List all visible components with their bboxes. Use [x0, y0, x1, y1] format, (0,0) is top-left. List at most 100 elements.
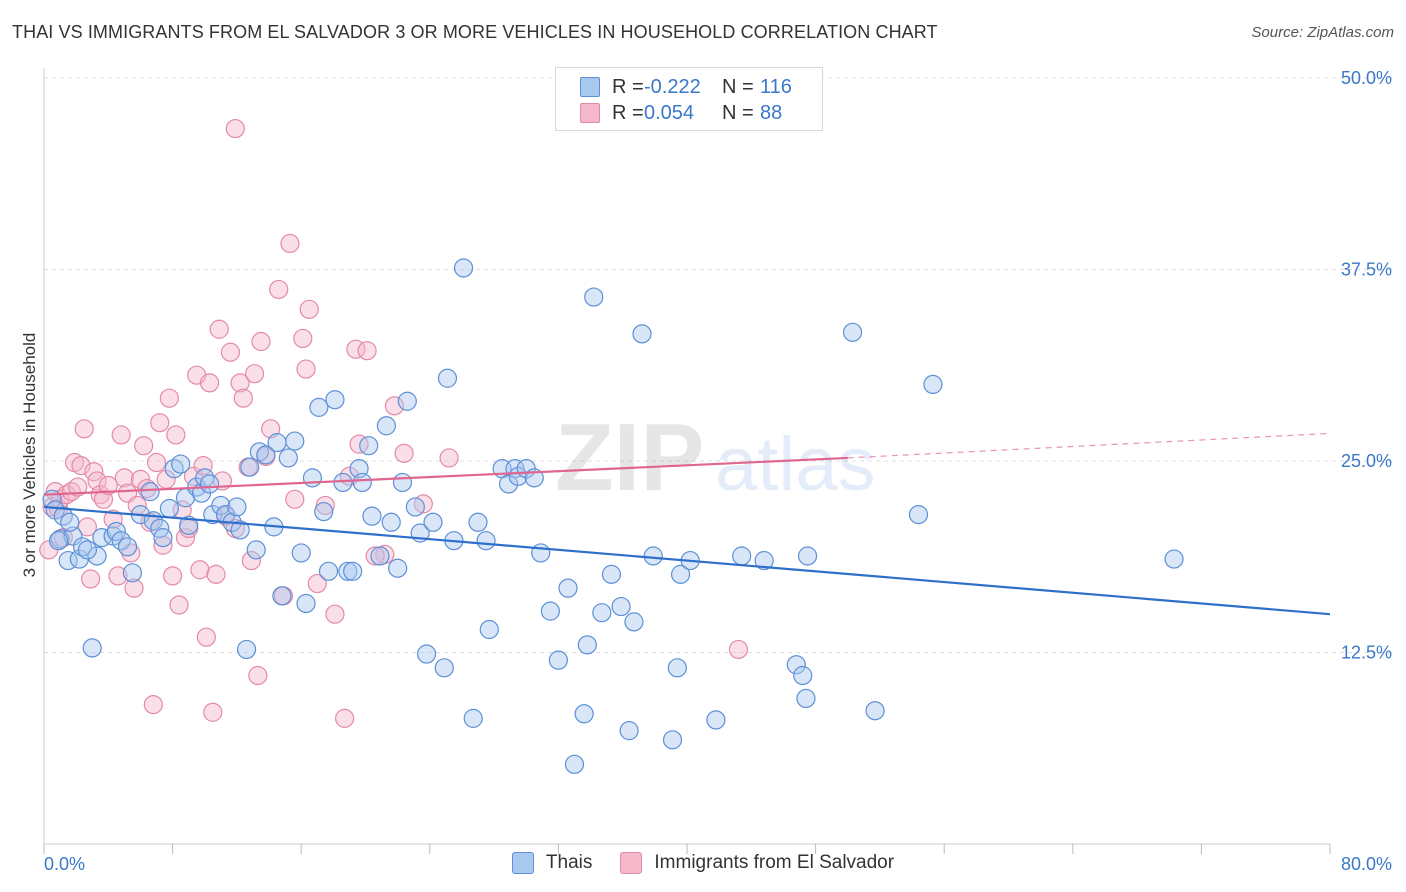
- thais-point: [434, 658, 454, 678]
- immigrants-point: [114, 468, 134, 488]
- thais-point: [370, 546, 390, 566]
- immigrants-point: [77, 517, 98, 537]
- thais-point: [230, 520, 250, 540]
- thais-point: [362, 506, 382, 526]
- immigrants-point: [81, 569, 101, 589]
- thais-point: [643, 546, 663, 566]
- thais-point: [667, 658, 687, 678]
- legend-r-value: -0.222: [644, 75, 701, 98]
- immigrants-point: [108, 566, 128, 586]
- legend-swatch-thais: [580, 77, 600, 97]
- immigrants-point: [199, 373, 220, 393]
- legend: R = -0.222 N = 116 R = 0.054 N = 88: [555, 67, 823, 131]
- thais-point: [159, 498, 179, 519]
- immigrants-point: [244, 364, 265, 384]
- thais-point: [352, 472, 372, 493]
- thais-point: [302, 468, 323, 488]
- thais-point: [296, 593, 316, 614]
- thais-point: [405, 497, 425, 517]
- thais-point: [318, 561, 339, 581]
- thais-point: [670, 564, 691, 584]
- legend-n-value: 88: [760, 101, 783, 124]
- immigrants-point: [280, 233, 300, 254]
- bottom-legend-immigrants[interactable]: Immigrants from El Salvador: [620, 852, 894, 874]
- thais-point: [601, 564, 622, 584]
- thais-point: [87, 546, 107, 566]
- thais-point: [706, 710, 726, 730]
- immigrants-trend-extension: [847, 432, 1331, 459]
- bottom-legend-label-thais: Thais: [545, 852, 593, 873]
- thais-point: [662, 730, 683, 750]
- thais-point: [793, 665, 813, 686]
- thais-point: [531, 543, 551, 563]
- chart-title: THAI VS IMMIGRANTS FROM EL SALVADOR 3 OR…: [12, 22, 938, 42]
- immigrants-point: [169, 595, 189, 615]
- thais-point: [786, 655, 806, 675]
- thais-point: [624, 612, 644, 632]
- axis-layer: 12.5% 25.0% 37.5% 50.0%: [43, 68, 1392, 854]
- immigrants-point: [230, 373, 250, 393]
- immigrants-point: [335, 708, 355, 728]
- source-label: Source:: [1251, 24, 1304, 41]
- immigrants-point: [307, 573, 327, 594]
- immigrants-point: [365, 546, 385, 566]
- y-tick-label: 37.5%: [1341, 260, 1392, 280]
- thais-point: [423, 512, 443, 532]
- thais-point: [1164, 549, 1184, 569]
- thais-point: [416, 644, 437, 664]
- immigrants-point: [74, 419, 94, 439]
- immigrants-point: [143, 694, 163, 715]
- thais-point: [60, 512, 80, 532]
- immigrants-point: [206, 564, 226, 584]
- legend-n-label: N =: [722, 75, 754, 98]
- immigrants-point: [163, 566, 183, 586]
- bottom-legend-label-immigrants: Immigrants from El Salvador: [654, 852, 895, 873]
- legend-r-label: R =: [612, 101, 644, 124]
- thais-point: [619, 721, 639, 741]
- thais-point: [397, 391, 417, 411]
- thais-point: [140, 482, 160, 502]
- bottom-legend-swatch-thais: [511, 852, 534, 874]
- immigrants-point: [299, 299, 319, 319]
- bottom-legend: Thais Immigrants from El Salvador: [0, 852, 1406, 874]
- thais-point: [314, 501, 334, 522]
- thais-point: [325, 390, 345, 410]
- watermark-zip: ZIP: [555, 404, 704, 511]
- trend-lines: [43, 432, 1331, 616]
- thais-point: [359, 436, 379, 456]
- thais-point: [558, 578, 578, 598]
- thais-point: [540, 601, 560, 621]
- thais-point: [338, 561, 358, 581]
- thais-point: [592, 603, 612, 623]
- thais-point: [908, 505, 929, 525]
- immigrants-point: [349, 434, 369, 454]
- thais-point: [199, 474, 220, 494]
- thais-point: [392, 472, 413, 493]
- immigrants-point: [146, 452, 167, 473]
- immigrants-point: [196, 627, 216, 647]
- immigrants-point: [315, 495, 335, 516]
- thais-point: [476, 531, 496, 551]
- thais-point: [577, 635, 597, 655]
- watermark: ZIP atlas: [555, 404, 876, 511]
- immigrants-point: [285, 489, 305, 509]
- immigrants-point: [193, 455, 213, 476]
- y-tick-label: 25.0%: [1341, 451, 1392, 471]
- immigrants-point: [190, 560, 210, 580]
- thais-point: [153, 527, 173, 548]
- thais-point: [278, 448, 298, 468]
- immigrants-trend-line: [43, 456, 848, 496]
- immigrants-point: [293, 328, 313, 349]
- thais-point: [376, 416, 396, 436]
- thais-point: [179, 515, 199, 535]
- thais-point: [479, 619, 499, 640]
- thais-point: [211, 495, 231, 516]
- thais-point: [797, 546, 818, 566]
- immigrants-point: [439, 448, 459, 468]
- legend-n-label: N =: [722, 101, 754, 124]
- thais-point: [227, 497, 247, 517]
- thais-point: [82, 638, 102, 658]
- thais-point: [117, 537, 138, 557]
- bottom-legend-thais[interactable]: Thais: [511, 852, 593, 874]
